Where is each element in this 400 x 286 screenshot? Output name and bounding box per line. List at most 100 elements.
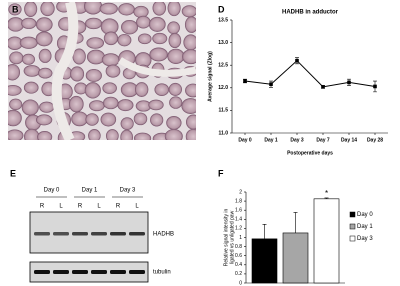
muscle-fiber [23, 81, 39, 94]
error-bar [293, 212, 298, 233]
muscle-fiber [86, 49, 105, 65]
band [34, 270, 50, 274]
muscle-fiber [133, 112, 148, 126]
muscle-fiber [83, 2, 103, 15]
muscle-fiber [167, 21, 180, 35]
muscle-fiber [169, 96, 183, 109]
muscle-fiber [88, 100, 105, 112]
band [110, 232, 126, 236]
muscle-fiber [120, 117, 134, 131]
y-tick-label: 12.0 [218, 85, 228, 91]
muscle-fiber [9, 98, 23, 111]
muscle-fiber [133, 132, 152, 140]
muscle-fiber [185, 114, 196, 130]
x-tick-label: Day 3 [290, 137, 304, 143]
muscle-fiber [117, 33, 132, 47]
panel-label: E [10, 168, 16, 178]
muscle-fiber [8, 63, 21, 81]
muscle-fiber [103, 31, 119, 46]
data-point [295, 58, 299, 63]
group-label: Day 3 [120, 188, 136, 194]
data-point [243, 79, 247, 83]
y-axis-label: ligated vs unligated paw [229, 210, 235, 264]
group-label: Day 1 [82, 188, 98, 194]
muscle-fiber [154, 83, 170, 96]
muscle-fiber [23, 65, 41, 77]
band [53, 270, 69, 274]
muscle-fiber [8, 84, 22, 96]
y-axis-label: Relative signal intensity in [223, 209, 229, 267]
y-tick-label: 1.8 [235, 198, 242, 204]
muscle-fiber [185, 83, 196, 98]
band [72, 232, 88, 236]
muscle-fiber [21, 53, 36, 65]
lane-label: R [78, 204, 83, 210]
band [129, 270, 145, 274]
band [129, 232, 145, 236]
muscle-fiber [8, 109, 22, 127]
panel-label: D [218, 4, 225, 14]
muscle-fiber [164, 128, 183, 140]
bar [282, 232, 309, 284]
muscle-fiber [72, 48, 86, 65]
muscle-fiber [181, 5, 196, 18]
muscle-fiber [99, 2, 118, 15]
muscle-fiber [86, 37, 105, 49]
legend-label: Day 1 [357, 224, 373, 230]
y-tick-label: 0.8 [235, 244, 242, 250]
muscle-fiber [167, 2, 181, 17]
muscle-fiber [21, 17, 37, 29]
muscle-fiber [85, 113, 99, 126]
muscle-fiber [121, 19, 139, 35]
y-tick-label: 0.6 [235, 253, 242, 259]
muscle-fiber [134, 82, 149, 97]
muscle-fiber [105, 64, 121, 78]
muscle-fiber [101, 53, 120, 67]
y-tick-label: 0.2 [235, 271, 242, 277]
muscle-fiber [21, 99, 39, 116]
muscle-fiber [24, 2, 38, 17]
y-tick-label: 1 [239, 235, 242, 241]
muscle-fiber [117, 99, 134, 112]
x-tick-label: Day 1 [264, 137, 278, 143]
muscle-fiber [35, 17, 53, 32]
annotation: * [325, 189, 328, 198]
bar [251, 238, 278, 284]
panel-label: B [12, 4, 19, 14]
muscle-fiber [136, 15, 151, 29]
muscle-fiber [166, 116, 182, 130]
lane-label: R [116, 204, 121, 210]
muscle-fiber [102, 82, 117, 94]
y-tick-label: 13.5 [218, 17, 228, 23]
muscle-fiber [9, 51, 24, 65]
muscle-fiber [137, 33, 152, 45]
muscle-fiber [39, 101, 55, 113]
legend-label: Day 3 [357, 236, 373, 242]
error-bar [262, 224, 267, 239]
band [91, 270, 107, 274]
muscle-fiber [8, 129, 24, 140]
muscle-fiber [183, 34, 196, 51]
muscle-fiber [148, 99, 164, 111]
band [91, 232, 107, 236]
muscle-fiber [85, 17, 103, 30]
muscle-fiber [184, 16, 196, 33]
y-tick-label: 1.6 [235, 208, 242, 214]
muscle-fiber [150, 113, 164, 127]
y-tick-label: 12.5 [218, 63, 228, 69]
muscle-fiber [38, 48, 52, 63]
legend-swatch [349, 223, 356, 230]
muscle-fiber [37, 67, 53, 79]
band [110, 270, 126, 274]
y-tick-label: 11.5 [219, 108, 229, 114]
muscle-fiber [168, 32, 182, 49]
muscle-fiber [70, 66, 85, 82]
group-label: Day 0 [44, 188, 60, 194]
muscle-fiber [133, 5, 149, 18]
muscle-fiber [100, 112, 117, 127]
muscle-fiber [35, 114, 53, 126]
band [53, 232, 69, 236]
muscle-fiber [85, 68, 102, 82]
legend-swatch [349, 211, 356, 218]
y-tick-label: 11.0 [219, 130, 229, 136]
